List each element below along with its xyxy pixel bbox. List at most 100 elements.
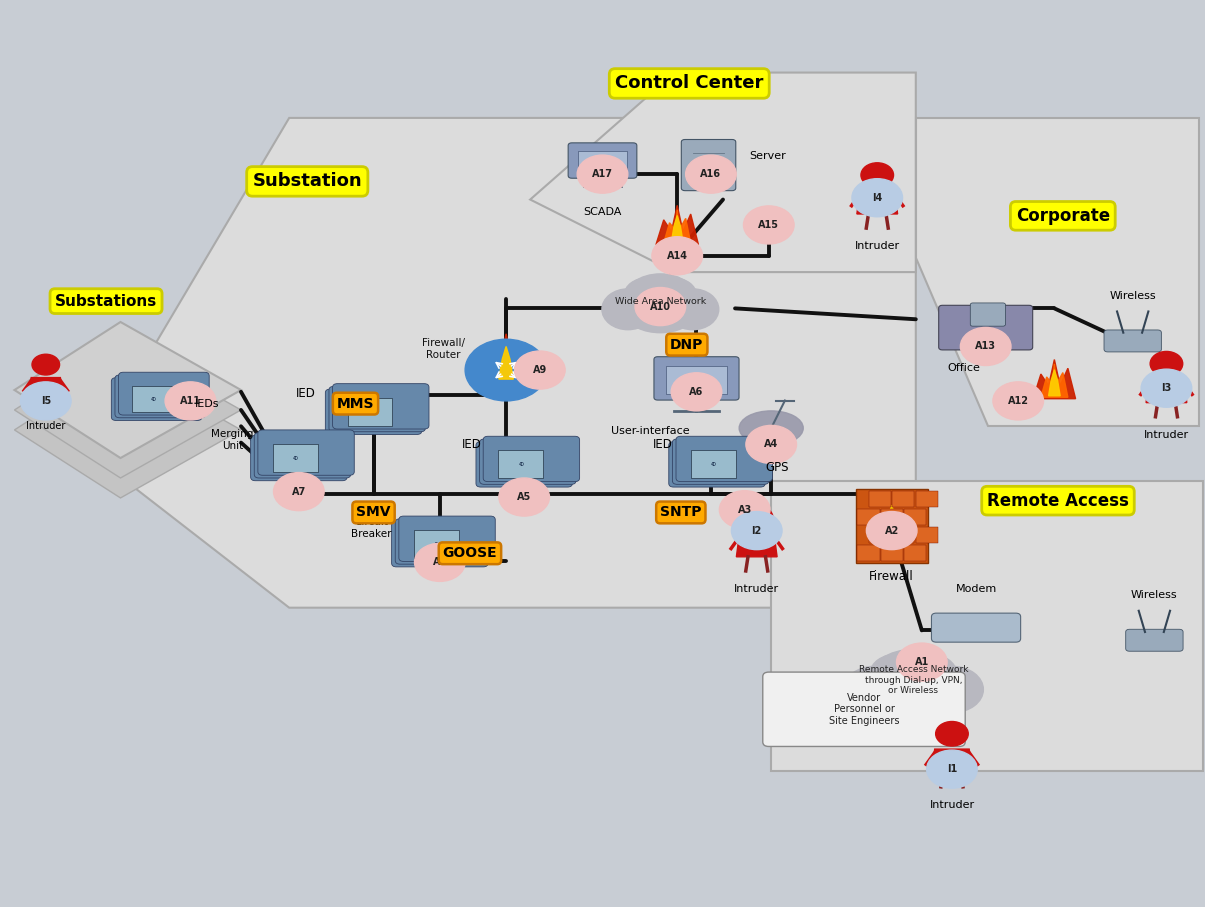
Text: 4D: 4D [434,542,440,547]
Circle shape [731,512,782,550]
FancyBboxPatch shape [892,527,915,543]
Text: 4D: 4D [518,463,524,467]
FancyBboxPatch shape [939,306,1033,350]
Circle shape [935,721,969,746]
Circle shape [635,288,686,326]
FancyBboxPatch shape [904,545,927,561]
FancyBboxPatch shape [916,491,937,507]
Text: 4D: 4D [711,463,717,467]
Text: A12: A12 [1007,395,1029,406]
FancyBboxPatch shape [111,377,202,421]
FancyBboxPatch shape [654,356,739,400]
FancyBboxPatch shape [665,366,728,394]
Text: A6: A6 [689,386,704,397]
Ellipse shape [921,667,983,713]
FancyBboxPatch shape [251,435,347,481]
Text: Intruder: Intruder [929,800,975,810]
Text: I2: I2 [752,525,762,536]
FancyBboxPatch shape [395,519,492,564]
Polygon shape [1033,359,1076,399]
FancyBboxPatch shape [476,442,572,487]
Circle shape [33,355,59,375]
Text: DNP: DNP [670,337,704,352]
Text: GPS: GPS [765,461,789,473]
FancyBboxPatch shape [904,509,927,525]
Circle shape [1150,351,1183,376]
Text: IED: IED [296,387,316,400]
Polygon shape [14,342,241,478]
Text: A14: A14 [666,250,688,261]
Polygon shape [884,505,899,538]
Polygon shape [480,334,533,383]
FancyBboxPatch shape [857,545,880,561]
Polygon shape [736,533,777,557]
Text: SNTP: SNTP [660,505,701,520]
Text: A7: A7 [292,486,306,497]
Text: Wide Area Network: Wide Area Network [615,297,706,306]
FancyBboxPatch shape [1125,629,1183,651]
Polygon shape [1041,364,1068,397]
Polygon shape [90,118,916,608]
Circle shape [1141,369,1192,407]
FancyBboxPatch shape [672,439,769,484]
Circle shape [719,491,770,529]
Text: SMV: SMV [357,505,390,520]
Text: Server: Server [750,151,786,161]
Polygon shape [857,190,898,214]
Text: A8: A8 [433,557,447,568]
Circle shape [415,543,465,581]
FancyBboxPatch shape [892,491,915,507]
Text: A3: A3 [737,504,752,515]
Polygon shape [499,346,513,379]
Circle shape [897,643,947,681]
Ellipse shape [870,654,923,691]
FancyBboxPatch shape [1104,330,1162,352]
Text: User-interface: User-interface [611,426,690,436]
FancyBboxPatch shape [272,444,318,472]
Text: SCADA: SCADA [583,207,622,217]
Ellipse shape [666,288,718,329]
Ellipse shape [904,654,957,691]
FancyBboxPatch shape [931,613,1021,642]
Ellipse shape [624,278,669,311]
Circle shape [852,179,903,217]
FancyBboxPatch shape [480,439,576,484]
Circle shape [274,473,324,511]
Circle shape [652,237,703,275]
Ellipse shape [629,300,692,333]
Text: Modem: Modem [956,584,997,594]
Polygon shape [530,73,916,272]
FancyBboxPatch shape [881,509,903,525]
FancyBboxPatch shape [333,384,429,429]
Circle shape [746,425,797,463]
FancyBboxPatch shape [869,527,892,543]
Text: A16: A16 [700,169,722,180]
Polygon shape [1048,370,1060,395]
Polygon shape [664,210,690,243]
Circle shape [499,478,549,516]
Ellipse shape [844,667,906,713]
Circle shape [716,168,722,171]
Ellipse shape [602,288,654,329]
Polygon shape [1146,379,1187,403]
FancyBboxPatch shape [258,430,354,475]
FancyBboxPatch shape [970,303,1005,327]
Circle shape [960,327,1011,366]
Ellipse shape [875,679,952,716]
Text: Intruder: Intruder [1144,430,1189,440]
FancyBboxPatch shape [856,489,928,563]
Ellipse shape [869,649,958,711]
FancyBboxPatch shape [578,151,627,173]
FancyBboxPatch shape [916,527,937,543]
Polygon shape [656,205,699,245]
Polygon shape [865,493,918,541]
FancyBboxPatch shape [118,372,210,415]
Text: A5: A5 [517,492,531,502]
Text: Circuit
Breaker: Circuit Breaker [351,517,392,539]
FancyBboxPatch shape [681,140,736,190]
Text: A9: A9 [533,365,547,375]
Circle shape [686,155,736,193]
FancyBboxPatch shape [692,451,735,479]
Circle shape [20,382,71,420]
Circle shape [866,512,917,550]
